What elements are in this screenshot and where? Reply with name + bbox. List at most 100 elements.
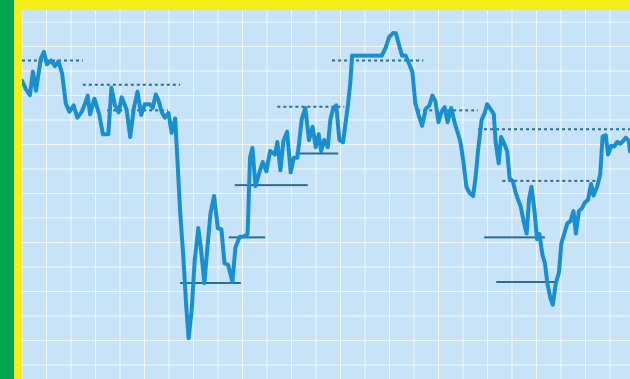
data-point xyxy=(601,135,604,138)
data-point xyxy=(182,252,184,255)
data-point xyxy=(251,147,254,149)
data-point xyxy=(610,145,612,147)
data-point xyxy=(552,304,554,306)
data-point xyxy=(174,117,176,120)
data-point xyxy=(193,259,196,261)
data-point xyxy=(276,141,279,143)
data-point xyxy=(522,220,525,222)
data-point xyxy=(203,282,206,284)
data-point xyxy=(323,139,326,141)
data-point xyxy=(578,210,580,212)
data-point xyxy=(581,207,583,209)
data-point xyxy=(296,156,299,159)
data-point xyxy=(497,162,500,165)
data-point xyxy=(129,136,131,138)
data-point xyxy=(566,222,569,225)
data-point xyxy=(68,110,71,113)
data-point xyxy=(76,116,79,119)
data-point xyxy=(227,264,229,266)
data-point xyxy=(584,201,586,204)
data-point xyxy=(462,160,465,163)
data-point xyxy=(411,70,414,73)
data-point xyxy=(530,186,533,188)
data-point xyxy=(508,177,511,180)
data-point xyxy=(395,32,397,34)
data-point xyxy=(148,103,151,106)
data-point xyxy=(40,57,42,60)
data-point xyxy=(164,116,166,119)
data-point xyxy=(61,72,63,75)
data-point xyxy=(434,100,437,102)
data-point xyxy=(351,54,353,57)
data-point xyxy=(117,111,120,114)
data-point xyxy=(102,133,104,135)
data-point xyxy=(120,96,123,99)
data-point xyxy=(392,32,394,34)
data-point xyxy=(560,242,563,245)
data-point xyxy=(381,54,383,57)
data-point xyxy=(401,54,403,57)
data-point xyxy=(628,140,630,142)
data-point xyxy=(506,150,509,153)
data-point xyxy=(242,235,245,238)
data-point xyxy=(231,281,234,283)
data-point xyxy=(431,94,434,97)
data-point xyxy=(217,227,219,229)
data-point xyxy=(354,54,357,57)
data-point xyxy=(158,100,160,102)
data-point xyxy=(329,119,332,121)
data-point xyxy=(533,210,536,212)
data-point xyxy=(269,150,271,152)
data-point xyxy=(304,107,307,109)
data-point xyxy=(187,337,190,339)
data-point xyxy=(489,107,492,110)
data-point xyxy=(133,107,135,109)
data-point xyxy=(599,173,601,176)
data-point xyxy=(57,60,60,62)
data-point xyxy=(282,140,285,142)
data-point xyxy=(474,176,477,179)
data-point xyxy=(136,90,139,93)
data-point xyxy=(362,54,364,57)
data-point xyxy=(185,305,187,307)
data-point xyxy=(558,272,560,274)
data-point xyxy=(459,141,462,143)
data-point xyxy=(417,113,420,115)
data-point xyxy=(327,146,329,148)
data-point xyxy=(43,51,45,53)
data-point xyxy=(170,132,173,134)
data-point xyxy=(596,185,598,188)
data-point xyxy=(246,233,249,235)
data-point xyxy=(483,112,486,114)
data-point xyxy=(46,63,48,66)
data-point xyxy=(24,87,27,90)
data-point xyxy=(161,111,163,114)
data-point xyxy=(223,262,226,265)
data-point xyxy=(587,199,589,201)
data-point xyxy=(254,185,257,187)
data-point xyxy=(465,186,468,188)
data-point xyxy=(197,227,200,229)
data-point xyxy=(84,102,86,105)
data-point xyxy=(468,192,471,194)
data-point xyxy=(293,156,295,159)
data-point xyxy=(624,136,627,139)
data-point xyxy=(569,220,572,222)
data-point xyxy=(443,106,446,108)
data-point xyxy=(536,238,538,240)
data-point xyxy=(80,111,83,113)
data-point xyxy=(262,161,264,163)
data-point xyxy=(446,121,449,123)
data-point xyxy=(311,126,314,128)
data-point xyxy=(375,54,378,57)
data-point xyxy=(279,169,282,172)
data-point xyxy=(308,139,310,141)
line-chart xyxy=(22,10,630,379)
data-point xyxy=(421,125,423,127)
data-point xyxy=(517,199,519,201)
data-point xyxy=(369,54,371,57)
data-point xyxy=(338,139,341,141)
data-point xyxy=(265,170,268,173)
data-point xyxy=(502,141,505,143)
data-point xyxy=(349,81,352,84)
